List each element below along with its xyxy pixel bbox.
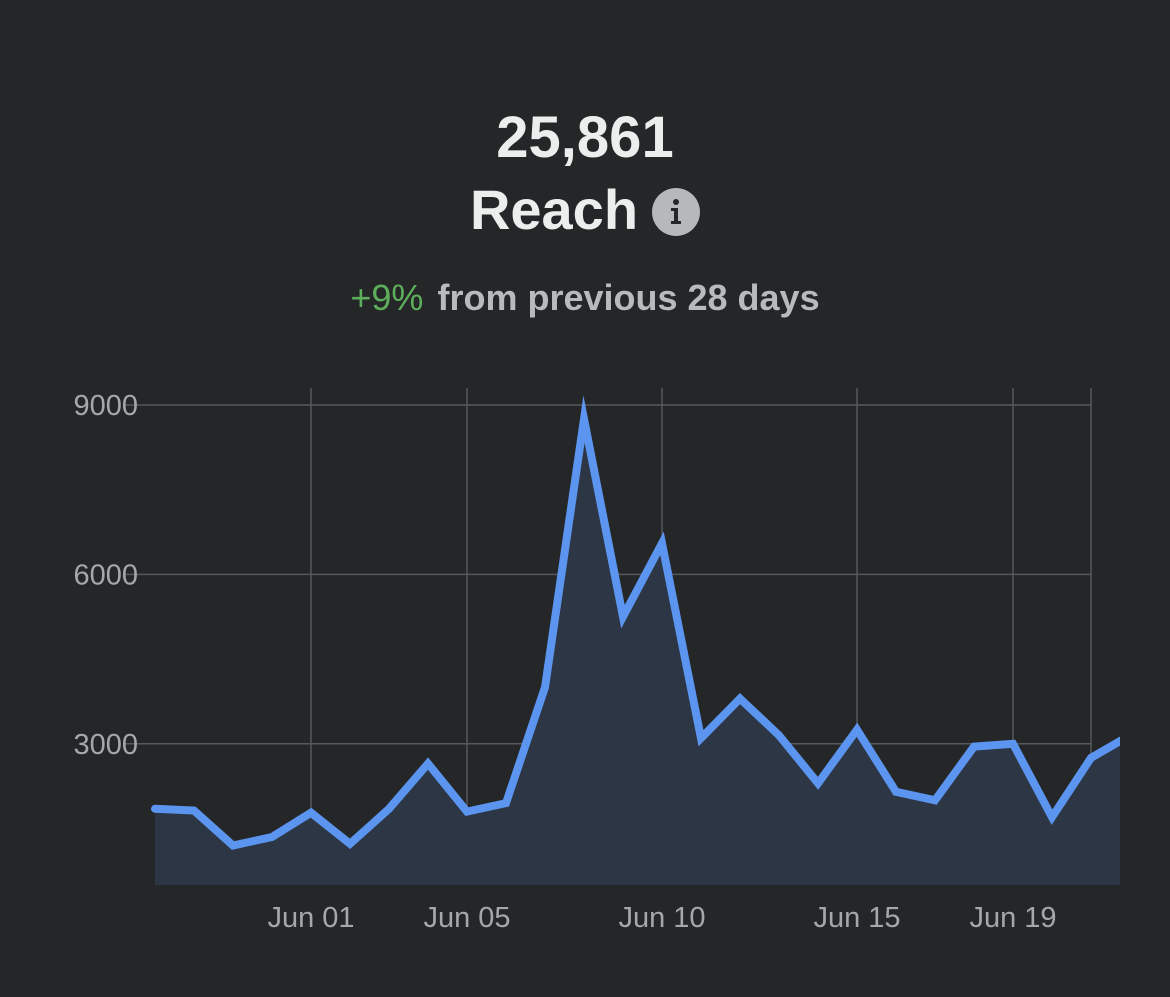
change-summary: +9% from previous 28 days	[0, 276, 1170, 320]
y-tick-label: 9000	[73, 390, 138, 422]
info-glyph	[671, 199, 682, 224]
reach-value: 25,861	[496, 105, 674, 170]
y-tick-label: 3000	[73, 729, 138, 761]
series-line	[151, 395, 1120, 850]
reach-label-row: Reach	[0, 176, 1170, 244]
x-tick-label: Jun 24	[1164, 902, 1170, 934]
x-tick-label: Jun 05	[423, 902, 510, 934]
x-axis-labels: Jun 01 Jun 05 Jun 10 Jun 15 Jun 19 Jun 24	[267, 902, 1170, 934]
x-tick-label: Jun 15	[813, 902, 900, 934]
change-text: from previous 28 days	[437, 277, 820, 318]
y-tick-label: 6000	[73, 559, 138, 591]
reach-label: Reach	[469, 178, 639, 241]
x-tick-label: Jun 10	[618, 902, 705, 934]
change-percent: +9%	[350, 277, 424, 318]
info-icon[interactable]	[652, 188, 701, 236]
x-tick-label: Jun 01	[267, 902, 354, 934]
x-tick-label: Jun 19	[969, 902, 1056, 934]
reach-line	[151, 395, 1120, 850]
y-axis-labels: 3000 6000 9000	[73, 390, 138, 761]
